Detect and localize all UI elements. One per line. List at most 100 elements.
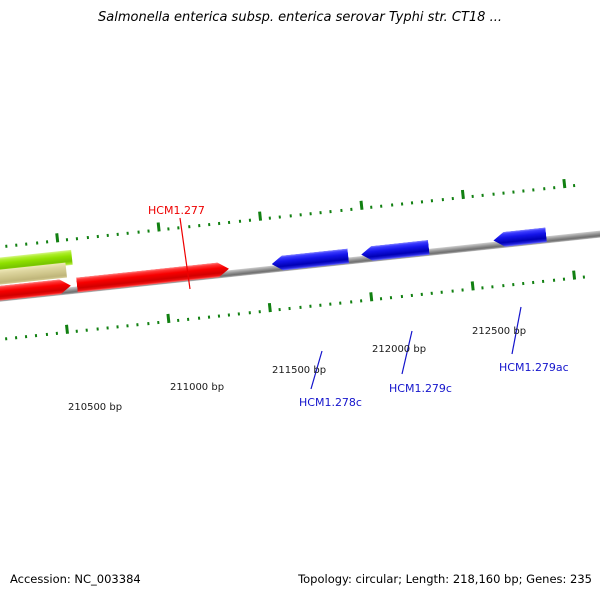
ruler-minor-tick xyxy=(106,326,109,330)
ruler-minor-tick xyxy=(390,203,393,207)
ruler-minor-tick xyxy=(491,285,494,289)
ruler-minor-tick xyxy=(55,331,58,336)
ruler-minor-tick xyxy=(45,240,49,244)
gene-label[interactable]: HCM1.279c xyxy=(389,382,452,395)
ruler-minor-tick xyxy=(45,332,48,337)
ruler-minor-tick xyxy=(410,201,414,205)
ruler-minor-tick xyxy=(420,292,423,296)
gene-feature-layer xyxy=(0,228,600,302)
ruler-minor-tick xyxy=(380,204,383,208)
ruler-minor-tick xyxy=(126,231,130,235)
ruler-major-tick xyxy=(55,233,60,243)
ruler-minor-tick xyxy=(329,209,333,214)
ruler-minor-tick xyxy=(319,211,322,215)
ruler-minor-tick xyxy=(309,304,312,308)
ruler-minor-tick xyxy=(217,314,221,318)
ruler-minor-tick xyxy=(512,190,515,194)
gene-feature[interactable] xyxy=(76,261,230,292)
ruler-major-tick xyxy=(156,222,161,232)
ruler-minor-tick xyxy=(492,192,495,196)
ruler-major-tick xyxy=(258,211,263,221)
ruler-minor-tick xyxy=(350,207,353,212)
gene-arrow-shape xyxy=(493,227,547,248)
topology-label: Topology: circular; Length: 218,160 bp; … xyxy=(298,572,592,586)
ruler-minor-tick xyxy=(85,328,89,332)
ruler-minor-tick xyxy=(319,303,322,307)
ruler-major-tick xyxy=(359,200,364,210)
ruler-minor-tick xyxy=(238,219,241,223)
ruler-minor-tick xyxy=(208,222,211,227)
ruler-major-tick xyxy=(267,302,272,313)
ruler-minor-tick xyxy=(339,208,343,213)
ruler-major-tick xyxy=(166,313,171,324)
ruler-minor-tick xyxy=(501,284,505,288)
ruler-minor-tick xyxy=(289,214,292,218)
ruler-minor-tick xyxy=(116,325,119,329)
ruler-major-tick xyxy=(470,281,475,291)
ruler-minor-tick xyxy=(146,322,150,326)
ruler-minor-tick xyxy=(238,312,241,316)
ruler-minor-tick xyxy=(279,215,282,219)
ruler-minor-tick xyxy=(552,186,556,190)
ruler-minor-tick xyxy=(177,318,180,322)
ruler-minor-tick xyxy=(522,281,525,286)
ruler-minor-tick xyxy=(177,226,180,230)
ruler-minor-tick xyxy=(86,235,89,240)
ruler-minor-tick xyxy=(511,283,515,287)
ruler-minor-tick xyxy=(35,333,38,338)
genome-map-viewport[interactable]: 210500 bp 211000 bp 211500 bp 212000 bp 2125… xyxy=(0,0,600,560)
ruler-coordinate-label: 211500 bp xyxy=(272,365,327,376)
ruler-major-tick xyxy=(460,189,465,200)
ruler-minor-tick xyxy=(440,290,444,294)
ruler-minor-tick xyxy=(400,294,403,299)
ruler-minor-tick xyxy=(197,224,201,228)
ruler-major-tick xyxy=(369,292,374,302)
ruler-coordinate-label: 210500 bp xyxy=(68,402,123,413)
ruler-minor-tick xyxy=(400,202,404,206)
ruler-minor-tick xyxy=(288,306,292,311)
ruler-minor-tick xyxy=(522,189,525,193)
ruler-minor-tick xyxy=(96,327,99,331)
ruler-minor-tick xyxy=(431,199,434,203)
gene-label[interactable]: HCM1.279ac xyxy=(499,361,569,374)
ruler-minor-tick xyxy=(207,315,210,319)
ruler-minor-tick xyxy=(390,296,393,300)
ruler-minor-tick xyxy=(339,301,342,305)
ruler-minor-tick xyxy=(299,213,302,217)
ruler-minor-tick xyxy=(451,196,454,201)
ruler-minor-tick xyxy=(542,279,545,283)
ruler-minor-tick xyxy=(35,241,38,245)
ruler-minor-tick xyxy=(573,183,576,188)
ruler-minor-tick xyxy=(76,237,79,241)
ruler-minor-tick xyxy=(5,244,8,248)
ruler-minor-tick xyxy=(532,188,535,192)
ruler-minor-tick xyxy=(106,233,109,238)
ruler-minor-tick xyxy=(137,230,140,234)
ruler-minor-tick xyxy=(126,324,129,328)
ruler-minor-tick xyxy=(136,323,139,327)
ruler-major-tick xyxy=(562,178,567,189)
gene-label[interactable]: HCM1.277 xyxy=(148,204,205,217)
ruler-minor-tick xyxy=(582,275,586,279)
ruler-coordinate-label: 212500 bp xyxy=(472,326,527,337)
ruler-minor-tick xyxy=(309,212,312,216)
gene-label[interactable]: HCM1.278c xyxy=(299,396,362,409)
ruler-coordinate-label: 212000 bp xyxy=(372,344,427,355)
ruler-minor-tick xyxy=(298,305,302,309)
ruler-minor-tick xyxy=(156,320,160,325)
accession-label: Accession: NC_003384 xyxy=(10,572,141,586)
ruler-minor-tick xyxy=(471,194,475,199)
ruler-major-tick xyxy=(65,324,69,334)
ruler-coordinate-label: 211000 bp xyxy=(170,382,225,393)
ruler-minor-tick xyxy=(248,311,251,315)
ruler-minor-tick xyxy=(258,310,261,314)
gene-feature[interactable] xyxy=(493,227,547,248)
ruler-minor-tick xyxy=(66,238,69,242)
ruler-minor-tick xyxy=(25,242,28,246)
ruler-minor-tick xyxy=(380,297,383,301)
gene-arrow-shape xyxy=(76,261,230,292)
ruler-minor-tick xyxy=(552,278,555,282)
ruler-minor-tick xyxy=(187,225,191,229)
ruler-minor-tick xyxy=(25,335,28,339)
ruler-minor-tick xyxy=(268,216,272,220)
